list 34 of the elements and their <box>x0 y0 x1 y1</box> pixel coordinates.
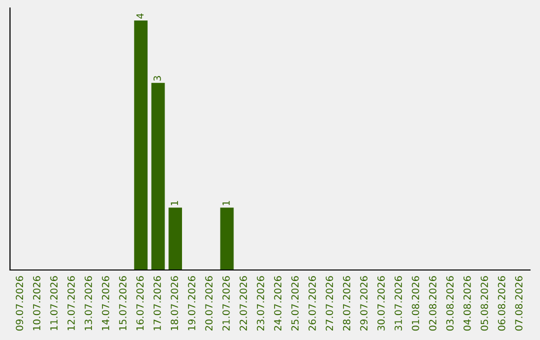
x-tick-label: 29.07.2026 <box>360 276 368 331</box>
x-tick-label: 12.07.2026 <box>67 276 75 330</box>
x-tick-label: 04.08.2026 <box>463 276 471 331</box>
x-tick-label: 02.08.2026 <box>429 276 436 331</box>
data-label: 1 <box>170 200 178 206</box>
x-tick-label: 22.07.2026 <box>240 276 247 331</box>
x-tick-label: 17.07.2026 <box>154 276 161 330</box>
x-tick-label: 19.07.2026 <box>188 276 196 330</box>
x-tick-label: 20.07.2026 <box>205 276 213 331</box>
x-tick-label: 03.08.2026 <box>446 276 454 331</box>
x-tick-label: 15.07.2026 <box>119 276 126 330</box>
data-label: 3 <box>154 76 161 81</box>
data-label: 1 <box>222 200 230 206</box>
x-tick-label: 09.07.2026 <box>16 276 24 331</box>
x-tick-label: 24.07.2026 <box>274 276 282 331</box>
x-tick-label: 30.07.2026 <box>377 276 385 330</box>
x-tick-label: 16.07.2026 <box>136 276 144 330</box>
data-label: 4 <box>136 13 144 19</box>
x-tick-label: 26.07.2026 <box>308 276 316 331</box>
x-tick-label: 10.07.2026 <box>33 276 40 330</box>
x-tick-label: 25.07.2026 <box>291 276 299 331</box>
x-tick-label: 31.07.2026 <box>394 276 402 330</box>
x-tick-label: 21.07.2026 <box>222 276 230 331</box>
x-tick-label: 13.07.2026 <box>84 276 92 330</box>
x-tick-label: 28.07.2026 <box>342 276 350 331</box>
x-tick-label: 05.08.2026 <box>480 276 488 331</box>
x-tick-label: 07.08.2026 <box>515 276 522 331</box>
x-tick-label: 11.07.2026 <box>50 276 58 330</box>
x-tick-label: 18.07.2026 <box>170 276 178 330</box>
x-tick-label: 27.07.2026 <box>326 276 334 331</box>
x-tick-label: 23.07.2026 <box>256 276 264 331</box>
x-tick-label: 14.07.2026 <box>102 276 110 330</box>
x-tick-label: 06.08.2026 <box>498 276 506 331</box>
x-tick-label: 01.08.2026 <box>412 276 420 331</box>
